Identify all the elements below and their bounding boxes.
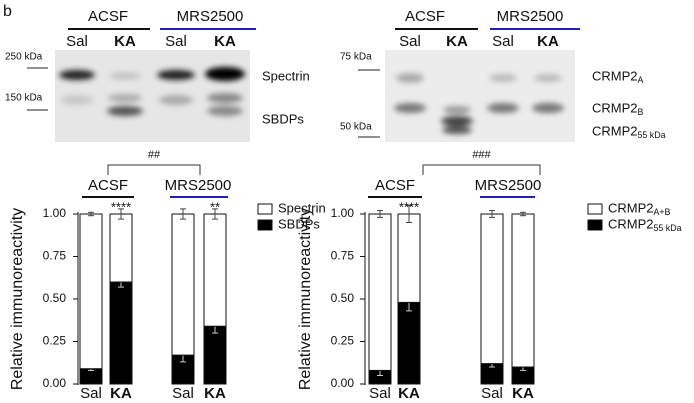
group-label: MRS2500 <box>497 8 564 25</box>
comparison-label: ## <box>148 149 161 161</box>
significance: **** <box>111 199 131 214</box>
subscript: 55 kDa <box>654 223 682 233</box>
panel-label: b <box>3 3 12 20</box>
bar-segment <box>79 368 103 385</box>
x-tick-label: Sal <box>369 385 391 402</box>
group-label: ACSF <box>375 177 415 194</box>
lane-label: KA <box>537 33 559 50</box>
label: CRMP2B <box>592 100 644 117</box>
comparison-label: ### <box>472 149 491 161</box>
lane-label: Sal <box>399 33 421 50</box>
group-label: ACSF <box>88 177 128 194</box>
subscript: 55 kDa <box>638 130 666 140</box>
x-tick-label: Sal <box>80 385 102 402</box>
error-bar <box>118 208 124 220</box>
label: CRMP2A+B <box>608 200 671 217</box>
subscript: B <box>638 107 644 117</box>
y-axis-label: Relative immunoreactivity <box>297 208 314 390</box>
lane-label: KA <box>114 33 136 50</box>
subscript: A <box>638 75 644 85</box>
lane-label: Sal <box>66 33 88 50</box>
x-tick-label: KA <box>512 385 534 402</box>
error-bar <box>406 205 412 223</box>
legend-swatch <box>257 203 273 215</box>
lane-label: KA <box>446 33 468 50</box>
lane-label: KA <box>214 33 236 50</box>
y-axis-label: Relative immunoreactivity <box>9 208 26 390</box>
error-bar <box>520 211 526 217</box>
label: CRMP255 kDa <box>592 123 666 140</box>
group-label: ACSF <box>405 8 445 25</box>
bar-segment <box>480 213 504 365</box>
y-tick-label: 0.75 <box>331 249 355 263</box>
error-bar <box>88 211 94 217</box>
blot-image <box>55 50 250 142</box>
comparison-bracket <box>422 164 541 175</box>
x-tick-label: KA <box>398 385 420 402</box>
group-label: MRS2500 <box>165 177 232 194</box>
lane-label: Sal <box>492 33 514 50</box>
x-tick-label: KA <box>204 385 226 402</box>
group-label: MRS2500 <box>177 8 244 25</box>
error-bar <box>377 210 383 218</box>
error-bar <box>489 210 495 218</box>
legend-swatch <box>587 219 603 231</box>
x-tick-label: Sal <box>481 385 503 402</box>
bar-segment <box>397 213 421 303</box>
blot-image <box>385 50 575 142</box>
y-tick-label: 1.00 <box>331 206 355 220</box>
bar-segment <box>511 213 535 368</box>
y-tick-label: 0.25 <box>43 334 67 348</box>
y-tick-label: 0.75 <box>43 249 67 263</box>
bar-segment <box>203 213 227 327</box>
marker-label: 250 kDa <box>5 52 43 63</box>
y-tick-label: 0.50 <box>331 291 355 305</box>
label: CRMP2A <box>592 68 644 85</box>
bar-segment <box>368 213 392 371</box>
marker-label: 75 kDa <box>340 52 372 63</box>
group-label: MRS2500 <box>475 177 542 194</box>
subscript: A+B <box>654 207 671 217</box>
bar-segment <box>171 213 195 356</box>
y-tick-label: 0.00 <box>331 376 355 390</box>
legend-swatch <box>587 203 603 215</box>
bar-segment <box>109 213 133 283</box>
x-tick-label: Sal <box>172 385 194 402</box>
bar-segment <box>109 281 133 385</box>
y-tick-label: 1.00 <box>43 206 67 220</box>
label: CRMP255 kDa <box>608 216 682 233</box>
significance: ** <box>210 199 220 214</box>
label: Spectrin <box>278 200 326 215</box>
y-tick-label: 0.25 <box>331 334 355 348</box>
group-label: ACSF <box>88 8 128 25</box>
lane-label: Sal <box>165 33 187 50</box>
marker-label: 50 kDa <box>340 122 372 133</box>
bar-segment <box>397 301 421 385</box>
label: SBDPs <box>278 216 320 231</box>
error-bar <box>212 208 218 220</box>
label: Spectrin <box>262 68 310 83</box>
marker-label: 150 kDa <box>5 93 43 104</box>
error-bar <box>180 208 186 220</box>
significance: **** <box>399 199 419 214</box>
label: SBDPs <box>262 111 304 126</box>
y-tick-label: 0.50 <box>43 291 67 305</box>
x-tick-label: KA <box>110 385 132 402</box>
comparison-bracket <box>107 164 201 175</box>
bar-segment <box>203 325 227 385</box>
y-tick-label: 0.00 <box>43 376 67 390</box>
bar-segment <box>79 213 103 370</box>
legend-swatch <box>257 219 273 231</box>
